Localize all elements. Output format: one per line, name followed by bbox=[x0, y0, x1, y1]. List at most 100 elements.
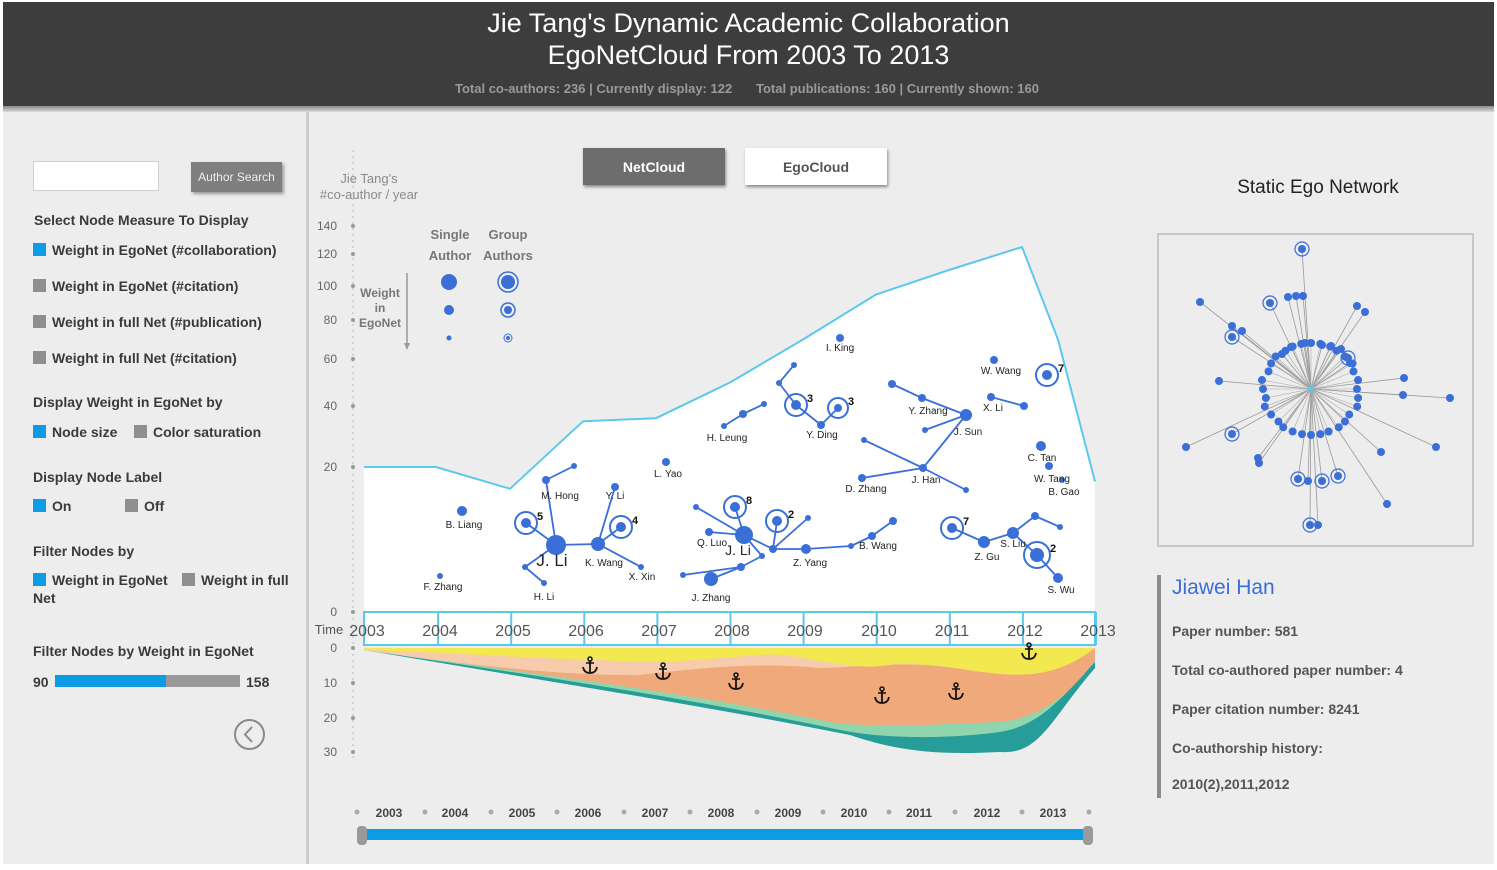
measure-option-citation[interactable]: Weight in EgoNet (#citation) bbox=[33, 278, 238, 294]
ego-ring-node bbox=[1349, 367, 1358, 376]
ego-edge bbox=[1261, 379, 1312, 390]
legend-weight-label-3: EgoNet bbox=[359, 316, 401, 330]
y-tick-dot bbox=[351, 284, 355, 288]
measure-option-full-publication[interactable]: Weight in full Net (#publication) bbox=[33, 314, 262, 330]
stream-layer-yellow bbox=[364, 648, 1095, 675]
legend-group-small-ring bbox=[503, 333, 513, 343]
selected-checkbox-icon bbox=[33, 243, 46, 256]
author-node bbox=[737, 563, 745, 571]
timeline-year-label: 2013 bbox=[1040, 806, 1067, 820]
measure-option-full-citation[interactable]: Weight in full Net (#citation) bbox=[33, 350, 237, 366]
filter-by-full-net[interactable]: Weight in full bbox=[182, 572, 289, 588]
author-node bbox=[721, 423, 727, 429]
group-author-ring bbox=[723, 495, 747, 519]
ego-edge bbox=[1300, 343, 1312, 390]
year-label: 2003 bbox=[349, 623, 385, 640]
ego-ring-node bbox=[1261, 393, 1270, 402]
timeline-year-label: 2011 bbox=[906, 806, 932, 820]
author-node bbox=[922, 427, 928, 433]
collaboration-edge bbox=[695, 506, 745, 536]
group-author-node bbox=[1042, 370, 1052, 380]
node-label-on[interactable]: On bbox=[33, 498, 71, 514]
ego-outer-node bbox=[1228, 430, 1236, 438]
collapse-panel-button[interactable] bbox=[234, 719, 265, 750]
coauthor-cloud-area bbox=[364, 247, 1095, 612]
ego-outer-node bbox=[1432, 443, 1440, 451]
ego-edge bbox=[1310, 388, 1346, 422]
collaboration-edges bbox=[524, 364, 1061, 584]
author-name-label: F. Zhang bbox=[424, 582, 463, 593]
collaboration-edge bbox=[990, 396, 1025, 407]
ego-outer-node bbox=[1287, 343, 1295, 351]
author-search-input[interactable] bbox=[33, 161, 159, 191]
author-search-button[interactable]: Author Search bbox=[191, 162, 282, 192]
collaboration-edge bbox=[891, 383, 923, 399]
timeline-slider[interactable]: 2003 2004 2005 2006 2007 2008 2009 2010 2011 2012… bbox=[354, 806, 1094, 845]
author-name-label: H. Leung bbox=[707, 433, 748, 444]
author-name-label: D. Zhang bbox=[845, 484, 886, 495]
time-axis-label: Time bbox=[315, 622, 343, 637]
ego-ring-node bbox=[1274, 417, 1283, 426]
filter-weight-slider[interactable] bbox=[55, 675, 240, 687]
legend-group-small bbox=[506, 336, 510, 340]
ego-group-ring bbox=[1294, 241, 1310, 257]
coauthor-trend-line bbox=[364, 245, 1096, 490]
author-name-label: J. Li bbox=[536, 551, 567, 570]
ego-outer-node bbox=[1238, 327, 1246, 335]
author-node bbox=[1059, 477, 1065, 483]
group-count-label: 5 bbox=[537, 511, 543, 523]
group-author-ring bbox=[609, 515, 633, 539]
ego-edge bbox=[1292, 388, 1312, 432]
ego-edge bbox=[1310, 388, 1339, 477]
panel-divider[interactable] bbox=[306, 112, 309, 864]
display-by-color-saturation[interactable]: Color saturation bbox=[134, 424, 261, 440]
timeline-range-bar bbox=[362, 829, 1088, 840]
collaboration-edge bbox=[1034, 515, 1061, 528]
timeline-year-label: 2008 bbox=[708, 806, 735, 820]
node-label-title: Display Node Label bbox=[33, 469, 163, 485]
ego-edge bbox=[1304, 342, 1312, 390]
author-node bbox=[735, 526, 753, 544]
egocloud-button[interactable]: EgoCloud bbox=[745, 148, 887, 185]
legend-weight-label-1: Weight bbox=[360, 286, 400, 300]
legend-group-medium-ring bbox=[500, 302, 516, 318]
ego-ring-node bbox=[1345, 410, 1354, 419]
author-name-label: Z. Yang bbox=[793, 558, 827, 569]
ego-outer-node bbox=[1215, 377, 1223, 385]
filter-by-egonet[interactable]: Weight in EgoNet bbox=[33, 572, 168, 588]
lower-y-tick-label: 20 bbox=[324, 711, 338, 725]
netcloud-button[interactable]: NetCloud bbox=[583, 148, 725, 185]
display-by-node-size[interactable]: Node size bbox=[33, 424, 117, 440]
ego-outer-node bbox=[1255, 459, 1263, 467]
y-axis-label-1: Jie Tang's bbox=[340, 171, 398, 186]
selected-author-name[interactable]: Jiawei Han bbox=[1172, 576, 1275, 599]
ego-edge bbox=[1310, 388, 1340, 428]
node-measure-title: Select Node Measure To Display bbox=[34, 212, 249, 228]
y-tick-label: 120 bbox=[317, 247, 337, 261]
ego-edge bbox=[1310, 379, 1359, 390]
author-node bbox=[889, 517, 897, 525]
author-name-label: H. Li bbox=[534, 592, 555, 603]
author-nodes[interactable] bbox=[437, 334, 1065, 586]
author-node bbox=[761, 401, 767, 407]
collaboration-edge bbox=[597, 486, 616, 545]
author-node bbox=[1031, 512, 1039, 520]
measure-option-collab[interactable]: Weight in EgoNet (#collaboration) bbox=[33, 242, 277, 258]
collaboration-edge bbox=[545, 465, 575, 481]
chevron-left-icon bbox=[243, 726, 253, 743]
y-tick-label: 100 bbox=[317, 279, 337, 293]
node-label-off[interactable]: Off bbox=[125, 498, 164, 514]
y-tick-dot bbox=[351, 465, 355, 469]
ego-outer-node bbox=[1353, 302, 1361, 310]
year-label: 2009 bbox=[787, 623, 823, 640]
author-node bbox=[662, 458, 670, 466]
author-name-label: L. Yao bbox=[654, 469, 682, 480]
year-label: 2013 bbox=[1080, 623, 1116, 640]
author-node bbox=[848, 543, 854, 549]
ego-outer-node bbox=[1318, 341, 1326, 349]
ego-ring-node bbox=[1288, 427, 1297, 436]
ego-outer-node bbox=[1383, 500, 1391, 508]
author-node bbox=[1020, 402, 1028, 410]
ego-outer-node bbox=[1318, 477, 1326, 485]
timeline-year-label: 2009 bbox=[775, 806, 802, 820]
